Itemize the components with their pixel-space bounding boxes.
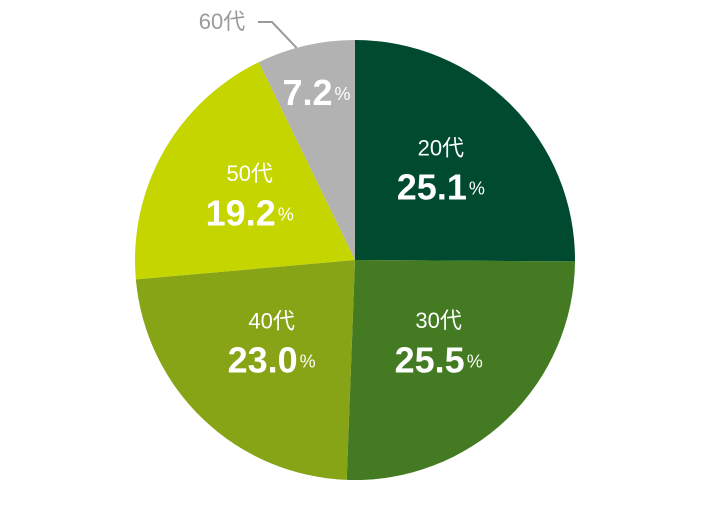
value-unit: % — [335, 84, 351, 104]
value-number: 25.1 — [397, 166, 467, 207]
value-number: 23.0 — [228, 339, 298, 380]
slice-name: 20代 — [418, 136, 464, 161]
value-unit: % — [467, 351, 483, 371]
pie-slice — [258, 40, 355, 260]
value-unit: % — [278, 204, 294, 224]
value-label: 25.1% — [397, 166, 485, 207]
value-number: 7.2 — [282, 71, 332, 112]
value-unit: % — [469, 178, 485, 198]
value-number: 25.5 — [395, 339, 465, 380]
value-unit: % — [300, 351, 316, 371]
value-label: 19.2% — [206, 192, 294, 233]
pie-slice — [346, 260, 575, 480]
leader-line — [258, 21, 298, 49]
slice-name: 40代 — [248, 308, 294, 333]
pie-slice — [135, 260, 355, 480]
pie-slice — [355, 40, 576, 262]
value-number: 19.2 — [206, 192, 276, 233]
value-label: 23.0% — [228, 339, 316, 380]
slice-name: 30代 — [415, 308, 461, 333]
pie-slice — [134, 62, 355, 280]
value-label: 25.5% — [395, 339, 483, 380]
slice-name: 50代 — [226, 161, 272, 186]
slice-name: 60代 — [199, 9, 245, 34]
value-label: 7.2% — [282, 71, 350, 112]
